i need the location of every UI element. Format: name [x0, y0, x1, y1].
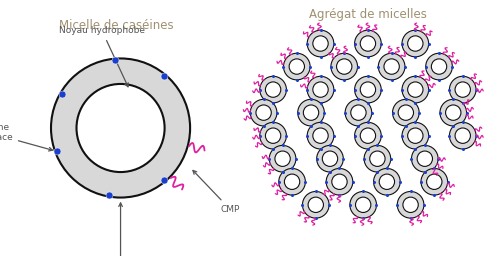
Circle shape — [364, 145, 391, 172]
Circle shape — [298, 99, 325, 126]
Circle shape — [379, 53, 405, 80]
Circle shape — [446, 105, 461, 120]
Circle shape — [384, 59, 399, 74]
Circle shape — [326, 168, 353, 195]
Circle shape — [450, 122, 476, 149]
Circle shape — [373, 168, 400, 195]
Circle shape — [450, 76, 476, 103]
Text: Micelle de caséines: Micelle de caséines — [58, 19, 173, 32]
Circle shape — [455, 82, 470, 97]
Circle shape — [307, 30, 334, 57]
Circle shape — [307, 122, 334, 149]
Circle shape — [351, 105, 366, 120]
Text: Agrégat de micelles: Agrégat de micelles — [309, 8, 427, 21]
Circle shape — [308, 197, 324, 212]
Circle shape — [260, 76, 286, 103]
Circle shape — [51, 58, 190, 198]
Text: K-Caséine
en surface: K-Caséine en surface — [0, 123, 52, 151]
Text: Noyau hydrophobe: Noyau hydrophobe — [59, 26, 145, 87]
Circle shape — [455, 128, 470, 143]
Circle shape — [355, 76, 381, 103]
Circle shape — [332, 174, 347, 189]
Circle shape — [307, 76, 334, 103]
Circle shape — [403, 197, 418, 212]
Circle shape — [408, 36, 423, 51]
Circle shape — [303, 105, 319, 120]
Circle shape — [402, 76, 428, 103]
Circle shape — [266, 128, 281, 143]
Circle shape — [393, 99, 419, 126]
Text: CMP: CMP — [193, 170, 239, 214]
Circle shape — [283, 53, 310, 80]
Circle shape — [355, 30, 381, 57]
Circle shape — [313, 36, 328, 51]
Circle shape — [440, 99, 467, 126]
Circle shape — [317, 145, 343, 172]
Circle shape — [260, 122, 286, 149]
Circle shape — [256, 105, 271, 120]
Circle shape — [426, 53, 453, 80]
Circle shape — [279, 168, 305, 195]
Circle shape — [323, 151, 338, 166]
Circle shape — [411, 145, 438, 172]
Circle shape — [408, 82, 423, 97]
Circle shape — [302, 191, 329, 218]
Circle shape — [313, 82, 328, 97]
Circle shape — [379, 174, 395, 189]
Circle shape — [421, 168, 448, 195]
Circle shape — [402, 30, 428, 57]
Circle shape — [284, 174, 300, 189]
Circle shape — [426, 174, 442, 189]
Circle shape — [350, 191, 376, 218]
Circle shape — [355, 122, 381, 149]
Text: Agrégat Ca₃(PO₄)₂
(Phosphates de calcium): Agrégat Ca₃(PO₄)₂ (Phosphates de calcium… — [65, 203, 176, 256]
Circle shape — [360, 82, 375, 97]
Circle shape — [77, 84, 165, 172]
Circle shape — [398, 105, 413, 120]
Circle shape — [266, 82, 281, 97]
Circle shape — [397, 191, 424, 218]
Circle shape — [331, 53, 357, 80]
Circle shape — [370, 151, 385, 166]
Circle shape — [360, 36, 375, 51]
Circle shape — [360, 128, 375, 143]
Circle shape — [250, 99, 277, 126]
Circle shape — [313, 128, 328, 143]
Circle shape — [275, 151, 290, 166]
Circle shape — [408, 128, 423, 143]
Circle shape — [431, 59, 447, 74]
Circle shape — [345, 99, 372, 126]
Circle shape — [417, 151, 432, 166]
Circle shape — [289, 59, 304, 74]
Circle shape — [402, 122, 428, 149]
Circle shape — [337, 59, 352, 74]
Circle shape — [269, 145, 296, 172]
Circle shape — [355, 197, 371, 212]
